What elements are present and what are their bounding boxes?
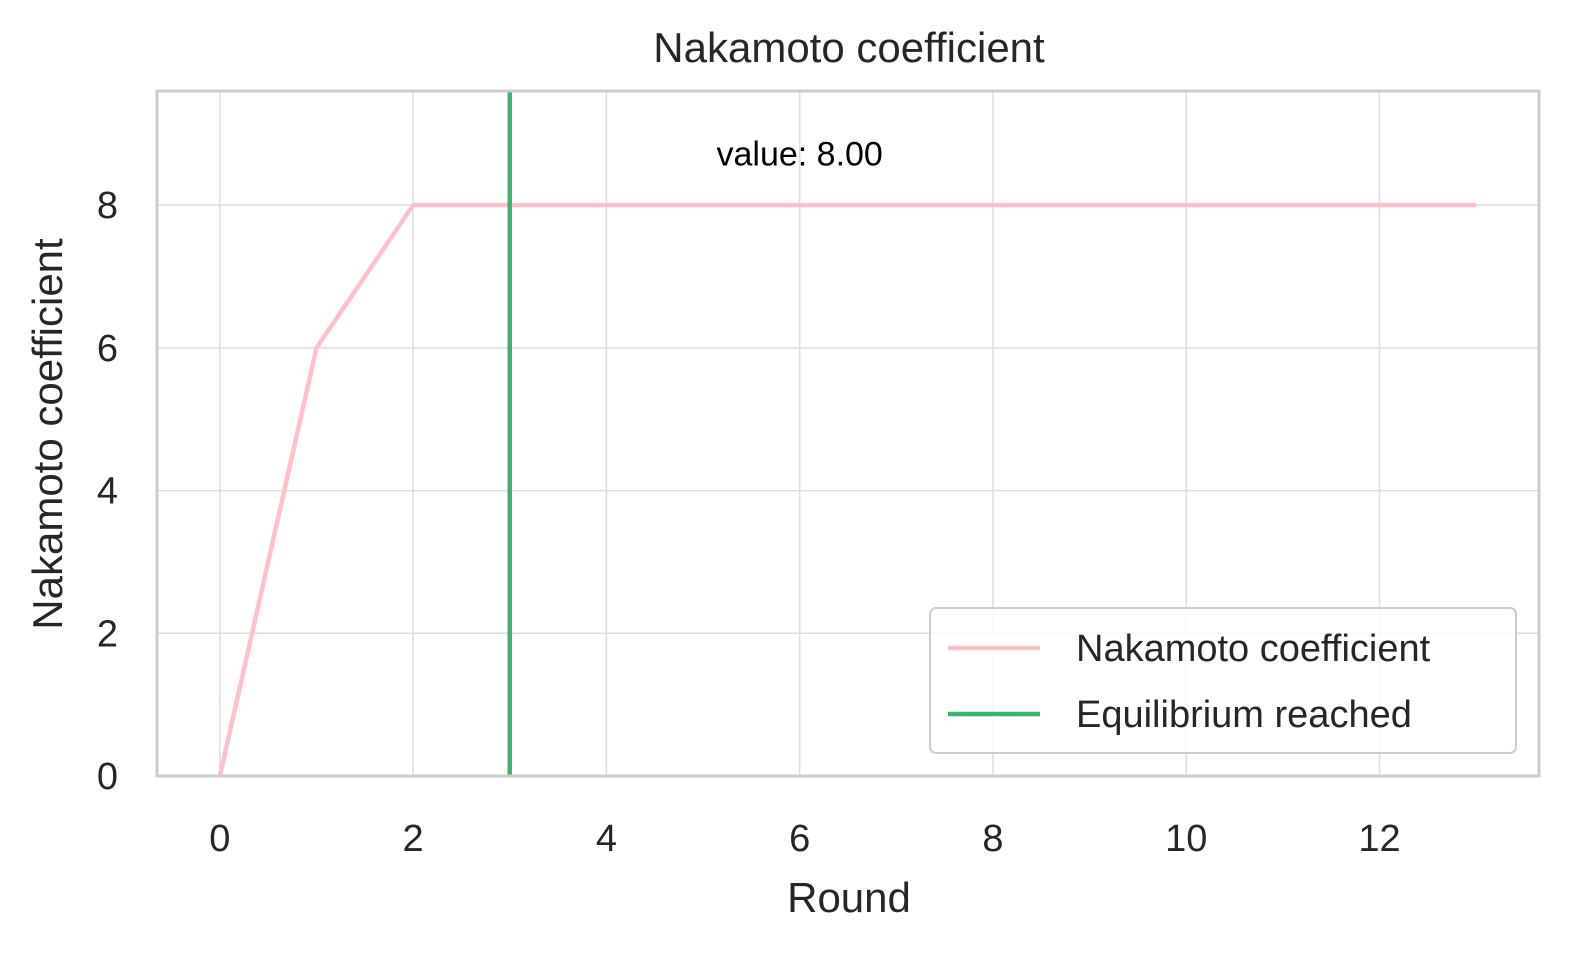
legend-label: Nakamoto coefficient: [1076, 628, 1431, 670]
x-tick-label: 2: [403, 818, 424, 860]
y-tick-label: 6: [97, 328, 118, 370]
y-tick-label: 0: [97, 756, 118, 798]
y-tick-label: 2: [97, 613, 118, 655]
x-axis-title: Round: [787, 874, 911, 921]
x-tick-label: 6: [789, 818, 810, 860]
x-tick-label: 4: [596, 818, 617, 860]
y-tick-label: 4: [97, 471, 118, 513]
value-annotation: value: 8.00: [716, 135, 882, 173]
chart-title: Nakamoto coefficient: [653, 24, 1045, 71]
y-axis-title: Nakamoto coefficient: [24, 238, 71, 630]
x-tick-label: 8: [982, 818, 1003, 860]
x-tick-label: 0: [209, 818, 230, 860]
x-tick-label: 10: [1165, 818, 1207, 860]
y-tick-label: 8: [97, 185, 118, 227]
legend-box: [929, 607, 1517, 754]
annotations: value: 8.00: [716, 135, 882, 173]
legend-label: Equilibrium reached: [1076, 694, 1412, 736]
legend: Nakamoto coefficient Equilibrium reached: [929, 607, 1517, 754]
series-line-0: [217, 202, 1477, 777]
x-tick-label: 12: [1358, 818, 1400, 860]
plot-area: [217, 91, 1477, 777]
plot-frame: [155, 89, 1541, 778]
tick-labels: 0 2 4 6 8 10 12 0 2 4 6 8: [97, 185, 1401, 860]
